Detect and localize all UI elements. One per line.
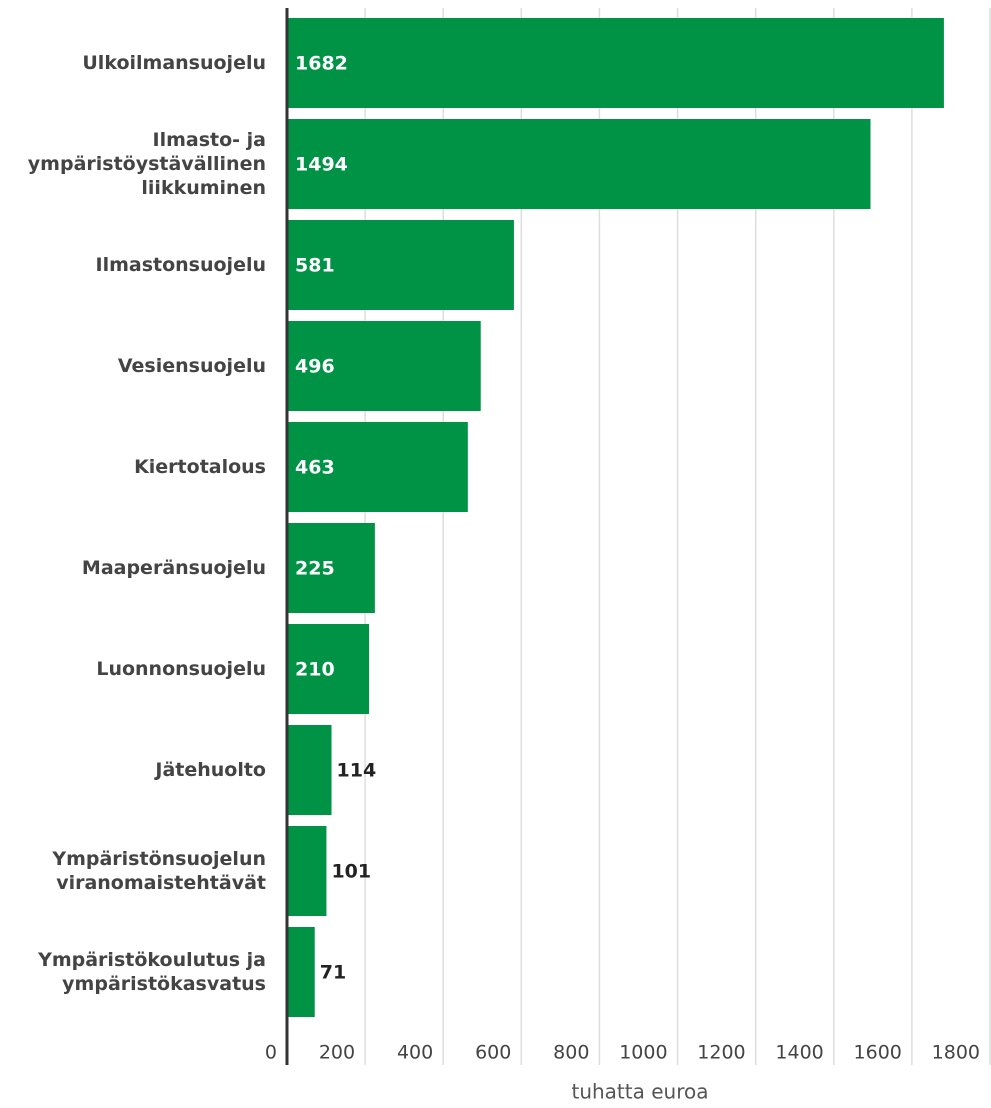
x-tick-label: 800 (553, 1042, 589, 1064)
y-tick-label: Ulkoilmansuojelu (82, 52, 266, 74)
x-tick-label: 1200 (697, 1042, 745, 1064)
value-label: 496 (295, 356, 335, 378)
bar (287, 624, 370, 714)
y-tick-label: Kiertotalous (134, 456, 266, 478)
bar (287, 220, 514, 310)
value-label: 1494 (295, 154, 348, 176)
value-label: 71 (320, 962, 346, 984)
y-tick-label: Maaperänsuojelu (81, 557, 266, 579)
y-tick-label: Ympäristönsuojelun viranomaistehtävät (52, 848, 266, 894)
value-label: 463 (295, 457, 335, 479)
bar (287, 321, 481, 411)
y-tick-label: Ympäristökoulutus ja ympäristökasvatus (38, 949, 266, 995)
value-label: 225 (295, 558, 335, 580)
x-tick-label: 1000 (619, 1042, 667, 1064)
bar (287, 725, 332, 815)
bar (287, 119, 871, 209)
x-tick-label: 400 (397, 1042, 433, 1064)
x-axis-title: tuhatta euroa (571, 1080, 708, 1104)
bar (287, 523, 375, 613)
bar (287, 826, 327, 916)
value-label: 1682 (295, 53, 348, 75)
x-tick-label: 200 (319, 1042, 355, 1064)
y-tick-label: Luonnonsuojelu (96, 658, 266, 680)
value-label: 581 (295, 255, 335, 277)
x-tick-label: 1800 (932, 1042, 980, 1064)
x-tick-label: 1600 (854, 1042, 902, 1064)
value-label: 114 (337, 760, 377, 782)
x-tick-label: 600 (475, 1042, 511, 1064)
y-tick-label: Jätehuolto (155, 759, 266, 781)
bar (287, 422, 468, 512)
value-label: 101 (331, 861, 371, 883)
y-tick-label: Vesiensuojelu (117, 355, 266, 377)
x-tick-label: 0 (265, 1042, 277, 1064)
y-tick-label: Ilmastonsuojelu (95, 254, 267, 276)
x-tick-label: 1400 (775, 1042, 823, 1064)
value-label: 210 (295, 659, 335, 681)
bar (287, 18, 944, 108)
bar (287, 927, 315, 1017)
y-tick-label: Ilmasto- ja ympäristöystävällinen liikku… (27, 129, 266, 199)
